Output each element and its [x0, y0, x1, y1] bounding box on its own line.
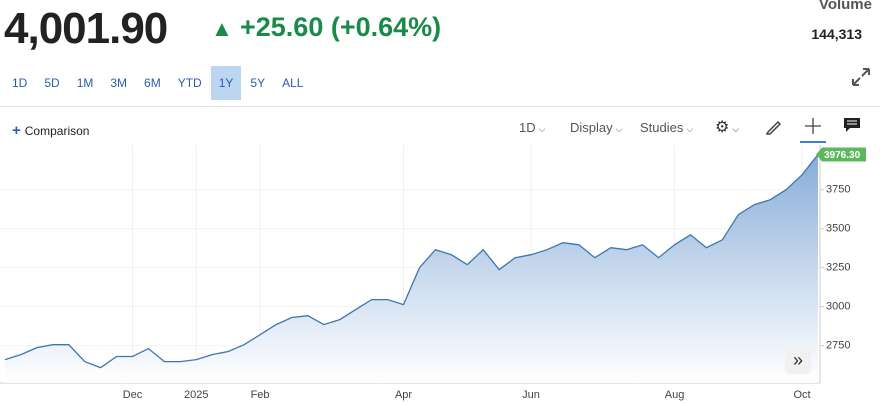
y-tick-label: 3250	[826, 262, 850, 274]
display-menu[interactable]: Display ⌵	[570, 120, 623, 135]
studies-label: Studies	[640, 120, 684, 135]
range-button[interactable]: 6M	[144, 76, 161, 90]
x-tick-label: Apr	[395, 389, 412, 401]
last-price-label: 3976.30	[824, 150, 861, 161]
range-button[interactable]: 5D	[44, 76, 60, 90]
x-tick-label: Dec	[123, 389, 143, 401]
price: 4,001.90	[4, 4, 168, 53]
chart: 2750 3000 3250 3500 3750 Dec 2025 Feb Apr Jun Aug O…	[0, 145, 866, 401]
display-label: Display	[570, 120, 613, 135]
y-tick-label: 3750	[826, 184, 850, 196]
range-button[interactable]: YTD	[177, 76, 202, 90]
range-button[interactable]: 1D	[12, 76, 28, 90]
x-tick-label: Feb	[251, 389, 270, 401]
range-button[interactable]: ALL	[282, 76, 304, 90]
comparison-button[interactable]: + Comparison	[12, 122, 90, 139]
area-fill	[5, 154, 818, 383]
x-tick-label: Oct	[793, 389, 810, 401]
settings-icon[interactable]: ⚙ ⌵	[715, 119, 740, 136]
range-button[interactable]: 1M	[76, 76, 94, 90]
last-price-badge	[816, 147, 866, 162]
range-buttons: 1D 5D 1M 3M 6M YTD 1Y 5Y ALL	[4, 66, 312, 100]
x-tick-label: Aug	[665, 389, 685, 401]
volume: 144,313	[811, 26, 862, 42]
comparison-label: Comparison	[24, 124, 90, 138]
draw-icon[interactable]	[764, 116, 784, 136]
comment-icon[interactable]	[843, 117, 861, 133]
range-button[interactable]: 1Y	[210, 66, 242, 100]
interval-menu[interactable]: 1D ⌵	[519, 120, 546, 135]
y-tick-label: 3500	[826, 223, 850, 235]
range-button[interactable]: 5Y	[250, 76, 266, 90]
x-tick-label: 2025	[184, 389, 208, 401]
studies-menu[interactable]: Studies ⌵	[640, 120, 694, 135]
expand-icon[interactable]	[850, 66, 872, 88]
volume-label: Volume	[818, 0, 872, 13]
crosshair-icon[interactable]	[800, 114, 826, 144]
x-tick-label: Jun	[522, 389, 540, 401]
up-arrow: ▲	[211, 16, 233, 41]
price-change: +25.60 (+0.64%)	[240, 12, 442, 42]
price-line	[4, 154, 819, 369]
y-tick-label: 2750	[826, 340, 850, 352]
y-tick-label: 3000	[826, 301, 850, 313]
interval-label: 1D	[519, 120, 536, 135]
scroll-button[interactable]: »	[785, 348, 811, 374]
separator	[0, 106, 880, 107]
range-button[interactable]: 3M	[110, 76, 128, 90]
